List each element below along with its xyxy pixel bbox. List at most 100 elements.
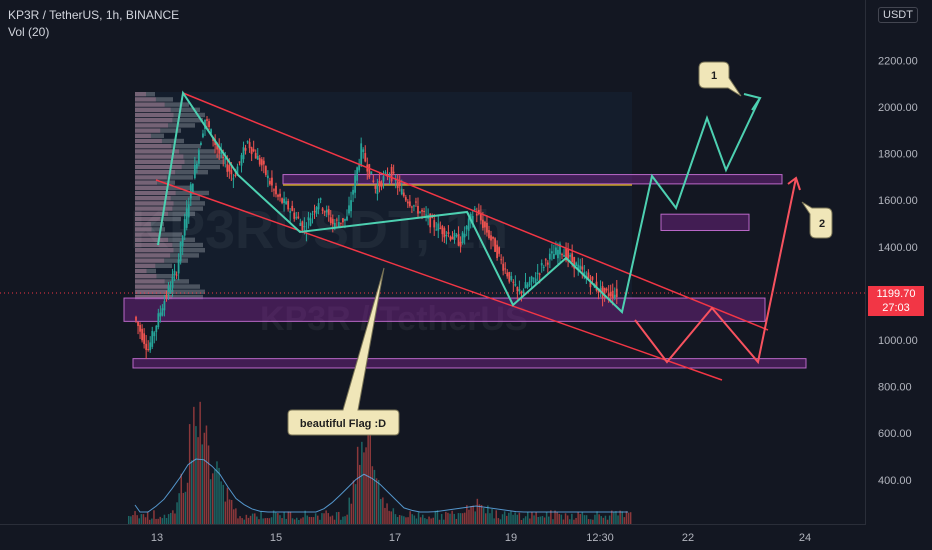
volume-bar	[298, 519, 300, 524]
volume-bar	[306, 515, 308, 524]
volume-bar	[455, 518, 458, 524]
candle-body	[550, 251, 553, 254]
volume-bar	[493, 518, 495, 524]
volume-bar	[367, 410, 369, 524]
y-tick-label: 2200.00	[878, 55, 918, 67]
bear-arrow-head	[787, 176, 801, 191]
volume-bar	[375, 478, 378, 524]
volume-bar	[346, 514, 348, 524]
candle-body	[465, 225, 468, 230]
candle-body	[271, 177, 273, 186]
volume-bar	[363, 452, 365, 524]
x-tick-label: 24	[799, 532, 811, 544]
candle-body	[301, 221, 304, 231]
candle-body	[329, 217, 332, 224]
price-scale[interactable]	[865, 0, 932, 525]
volume-bar	[558, 513, 560, 524]
candle-body	[536, 272, 539, 274]
vp-row	[135, 118, 173, 123]
volume-bar	[426, 519, 428, 524]
volume-bar	[136, 515, 138, 524]
volume-bar	[501, 514, 504, 524]
vp-row-alt	[172, 206, 203, 211]
volume-bar	[260, 511, 262, 524]
candle-body	[528, 281, 531, 286]
candle-body	[153, 332, 156, 337]
vp-row-alt	[157, 180, 175, 185]
vp-row	[135, 222, 151, 227]
volume-bar	[541, 516, 544, 524]
time-scale[interactable]	[0, 524, 866, 550]
currency-badge[interactable]: USDT	[878, 7, 918, 23]
volume-bar	[144, 517, 147, 524]
volume-bar	[560, 514, 563, 524]
candle-body	[571, 253, 574, 262]
candle-body	[567, 249, 569, 259]
candle-body	[396, 181, 399, 188]
candle-body	[277, 194, 279, 197]
volume-bar	[233, 509, 235, 524]
y-tick-label: 800.00	[878, 382, 912, 394]
candle-body	[569, 255, 572, 257]
volume-indicator-label[interactable]: Vol (20)	[8, 25, 50, 39]
candle-body	[198, 150, 200, 164]
vp-row	[135, 268, 147, 274]
candle-body	[415, 201, 417, 203]
volume-bar	[365, 447, 367, 524]
candle-body	[191, 183, 194, 193]
current-price-value: 1199.70	[876, 288, 916, 300]
candle-body	[390, 166, 393, 182]
vp-row-alt	[170, 284, 200, 289]
candle-body	[244, 148, 247, 151]
candle-body	[289, 211, 292, 213]
candle-body	[319, 198, 322, 200]
volume-bar	[411, 514, 413, 524]
candle-body	[311, 213, 314, 215]
candle-body	[494, 238, 496, 252]
x-tick-label: 17	[389, 532, 401, 544]
vp-row-alt	[164, 258, 188, 263]
vp-row	[135, 216, 161, 222]
candle-body	[411, 206, 413, 208]
vp-row	[135, 128, 161, 133]
candle-body	[224, 157, 227, 160]
vp-row	[135, 206, 173, 211]
volume-bar	[432, 517, 434, 524]
volume-bar	[401, 515, 403, 524]
volume-bar	[556, 512, 558, 524]
volume-bar	[564, 513, 567, 524]
symbol-title[interactable]: KP3R / TetherUS, 1h, BINANCE	[8, 8, 180, 22]
x-tick-label: 22	[682, 532, 694, 544]
candle-body	[398, 181, 401, 187]
vp-row-alt	[172, 118, 203, 123]
volume-bar	[167, 514, 170, 524]
vp-row	[135, 138, 162, 144]
volume-bar	[600, 516, 602, 524]
volume-bar	[510, 511, 512, 524]
volume-bar	[214, 469, 216, 524]
volume-bar	[445, 511, 447, 524]
volume-bar	[386, 503, 388, 524]
volume-bar	[285, 518, 287, 524]
volume-bar	[468, 509, 470, 524]
volume-bar	[151, 518, 153, 524]
volume-bar	[585, 515, 588, 524]
volume-bar	[398, 515, 401, 524]
y-tick-label: 1400.00	[878, 242, 918, 254]
candle-body	[512, 281, 515, 283]
bullish-projection-path	[157, 90, 761, 314]
time-axis-ticks: 13 15 17 19 12:30 22 24	[151, 532, 811, 544]
candle-body	[295, 217, 298, 219]
vp-row	[135, 107, 171, 112]
candle-body	[155, 325, 158, 333]
candle-body	[202, 133, 204, 138]
candle-body	[342, 218, 344, 223]
volume-bar	[325, 510, 327, 524]
volume-bar	[535, 512, 537, 524]
volume-bar	[314, 513, 317, 524]
zone-upper-resistance	[282, 174, 783, 185]
candle-body	[530, 276, 533, 282]
candle-body	[260, 159, 263, 166]
candle-body	[437, 223, 440, 231]
